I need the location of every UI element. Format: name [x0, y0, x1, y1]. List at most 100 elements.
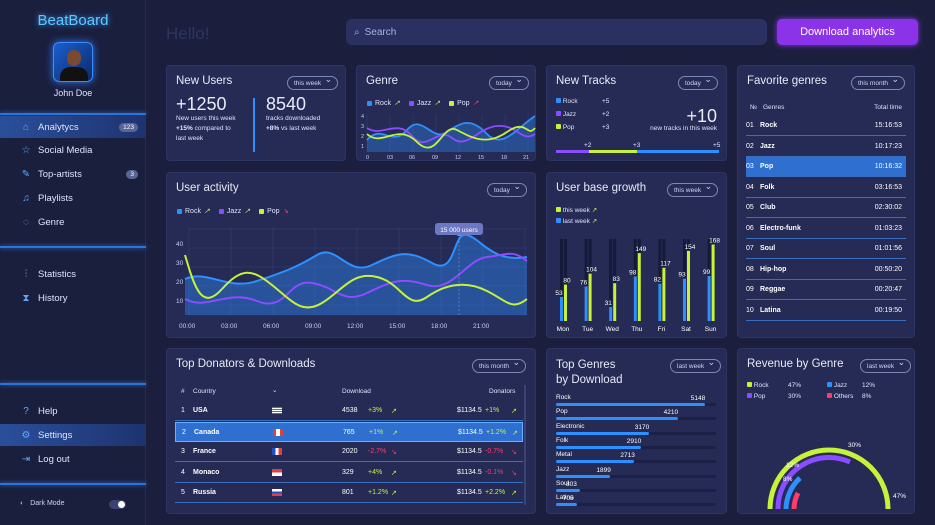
table-row[interactable]: 3 France 2020 -2.7% ↘ $1134.5 -0.7% ↘	[175, 442, 523, 462]
list-item[interactable]: 05 Club 02:30:02	[746, 198, 906, 218]
donation-change: +2.2%	[485, 489, 506, 496]
trend-arrow-icon: ↘	[511, 469, 517, 477]
bar-last-week	[560, 296, 563, 321]
avatar[interactable]	[53, 42, 93, 82]
legend: Rock ↗ Jazz ↗ Pop ↘	[177, 207, 288, 215]
period-dropdown[interactable]: today	[489, 75, 529, 90]
period-dropdown[interactable]: this month	[851, 75, 905, 90]
list-item[interactable]: 01 Rock 15:16:53	[746, 116, 906, 136]
period-dropdown[interactable]: last week	[860, 358, 912, 373]
track-value: +2	[602, 111, 610, 118]
search-input[interactable]: ⌕ Search	[346, 19, 767, 45]
period-dropdown[interactable]: this week	[667, 182, 719, 197]
downloads-desc: tracks downloaded +8% vs last week	[266, 115, 321, 132]
sidebar-item-help[interactable]: ? Help	[0, 400, 146, 422]
table-row[interactable]: 1 USA 4538 +3% ↗ $1134.5 +1% ↗	[175, 401, 523, 421]
period-dropdown[interactable]: last week	[670, 358, 722, 373]
sidebar-item-logout[interactable]: ⇥ Log out	[21, 453, 70, 465]
row-number: 01	[746, 122, 754, 129]
trend-arrow-icon: ↘	[391, 449, 397, 456]
sidebar-item-history[interactable]: ⧗ History	[0, 287, 146, 309]
card-title: New Users	[176, 75, 233, 87]
trend-arrow-icon: ↗	[512, 429, 518, 437]
list-item[interactable]: 02 Jazz 10:17:23	[746, 137, 906, 157]
donation-value: $1134.5	[458, 428, 483, 436]
period-dropdown[interactable]: today	[487, 182, 527, 197]
legend-jazz: Jazz	[827, 382, 847, 389]
genre-name: Hip-hop	[760, 265, 787, 273]
list-item[interactable]: 10 Latina 00:19:50	[746, 301, 906, 321]
bar-this-week	[711, 244, 715, 321]
track-row: Pop	[556, 124, 574, 131]
list-item[interactable]: 08 Hip-hop 00:50:20	[746, 260, 906, 280]
period-dropdown[interactable]: this month	[472, 358, 526, 373]
row-number: 1	[181, 407, 185, 414]
download-analytics-button[interactable]: Download analytics	[777, 19, 918, 45]
data-label: 98	[629, 269, 637, 276]
sidebar-item-social-media[interactable]: ☆ Social Media	[21, 144, 93, 156]
x-tick: 03:00	[221, 323, 238, 330]
list-item[interactable]: 09 Reggae 00:20:47	[746, 280, 906, 300]
row-number: 4	[181, 468, 185, 476]
scrollbar[interactable]	[524, 385, 526, 505]
legend-value: 12%	[862, 382, 876, 389]
sidebar-item-analytycs[interactable]: ⌂ Analytycs 123	[0, 116, 146, 138]
dark-mode-toggle[interactable]	[109, 500, 126, 509]
y-tick: 3	[361, 124, 364, 130]
total-time: 02:30:02	[874, 204, 902, 211]
data-label: 99	[703, 269, 711, 276]
track-row: Jazz	[556, 111, 576, 118]
user-activity-chart: 15 000 users 40 30 20 10 00:00 03:00 06:00 09:…	[176, 223, 528, 330]
x-tick: Mon	[557, 326, 570, 333]
country-name: France	[193, 448, 216, 455]
list-item[interactable]: 06 Electro-funk 01:03:23	[746, 219, 906, 239]
sidebar-item-settings[interactable]: ⚙ Settings	[0, 424, 146, 446]
y-tick: 20	[176, 279, 184, 286]
ru-flag-icon	[272, 489, 282, 496]
period-dropdown[interactable]: today	[678, 75, 718, 90]
download-value: 329	[342, 468, 354, 476]
table-row[interactable]: 2 Canada 765 +1% ↗ $1134.5 +1.2% ↗	[175, 421, 523, 442]
legend-jazz: Jazz ↗	[218, 207, 250, 215]
row-number: 3	[181, 448, 185, 455]
divider	[0, 246, 146, 248]
data-label: 31	[605, 300, 613, 307]
country-name: Canada	[194, 428, 220, 436]
bar-value: 3170	[634, 423, 650, 431]
row-number: 03	[746, 163, 754, 170]
table-row[interactable]: 4 Monaco 329 +4% ↗ $1134.5 -0.1% ↘	[175, 463, 523, 483]
bar	[556, 445, 641, 449]
bar-this-week	[687, 250, 690, 321]
column-header: №	[750, 104, 757, 111]
bar-last-week	[584, 286, 588, 321]
help-icon: ?	[23, 405, 29, 417]
sidebar-item-statistics[interactable]: ⫶ Statistics	[0, 263, 146, 285]
new-tracks-total: +10	[686, 106, 717, 126]
divider	[253, 98, 255, 152]
list-item[interactable]: 04 Folk 03:16:53	[746, 178, 906, 198]
sidebar-item-genre[interactable]: ◌ Genre	[0, 211, 146, 233]
list-item[interactable]: 07 Soul 01:01:56	[746, 239, 906, 259]
genre-name: Folk	[760, 183, 775, 191]
column-header: Donators	[489, 388, 516, 395]
sidebar-item-top-artists[interactable]: ✎ Top-artists 3	[0, 163, 146, 185]
tooltip-text: 15 000 users	[440, 227, 478, 234]
download-value: 801	[342, 489, 354, 496]
card-title: Favorite genres	[747, 75, 827, 87]
x-tick: Thu	[631, 326, 643, 333]
bar	[556, 503, 577, 507]
list-item[interactable]: 03 Pop 10:16:32	[746, 157, 906, 177]
new-users-card: New Users this week +1250 New users this…	[166, 65, 346, 161]
y-tick: 2	[361, 134, 364, 140]
data-label: 82	[654, 277, 662, 284]
badge: 123	[119, 122, 138, 132]
donation-change: -0.1%	[485, 468, 504, 476]
table-row[interactable]: 5 Russia 801 +1.2% ↗ $1134.5 +2.2% ↗	[175, 483, 523, 503]
fr-flag-icon	[272, 448, 282, 455]
sidebar-item-playlists[interactable]: ♫ Playlists	[0, 187, 146, 209]
period-dropdown[interactable]: this week	[287, 75, 339, 90]
total-time: 00:19:50	[874, 306, 902, 314]
chevron-down-icon[interactable]: ⌄	[272, 387, 278, 394]
trend-arrow-icon: ↘	[511, 449, 517, 456]
